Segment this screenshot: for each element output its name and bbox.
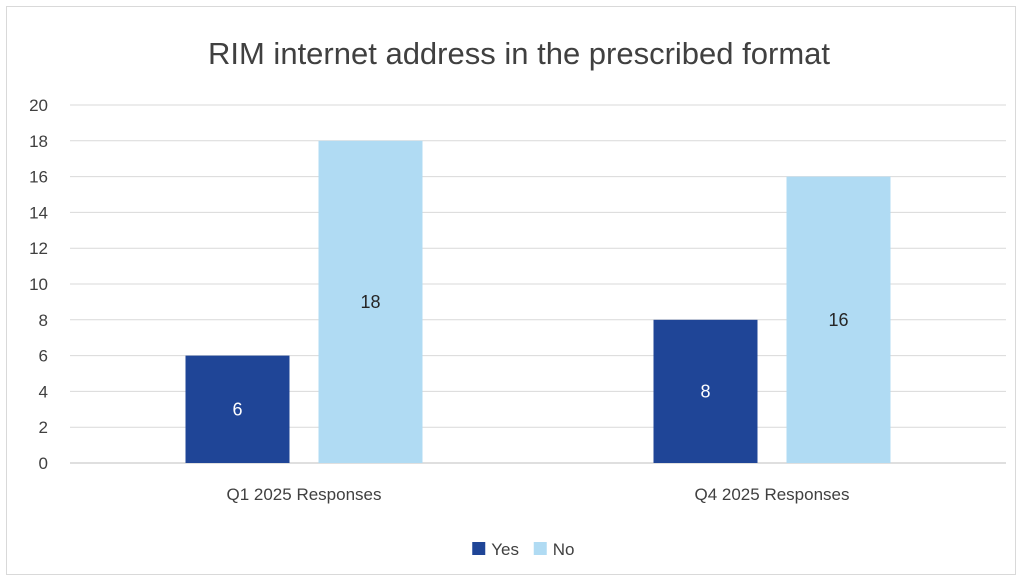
y-axis-ticks: 0 2 4 6 8 10 12 14 16 18 20: [29, 96, 48, 473]
bars: [185, 140, 891, 464]
x-category-label: Q4 2025 Responses: [695, 485, 850, 504]
y-tick-label: 16: [29, 168, 48, 187]
y-tick-label: 20: [29, 96, 48, 115]
y-tick-label: 4: [39, 382, 48, 401]
legend: Yes No: [472, 540, 574, 559]
legend-swatch: [533, 542, 547, 555]
legend-item-no: No: [533, 540, 575, 559]
y-tick-label: 12: [29, 239, 48, 258]
bar-yes: [653, 319, 758, 463]
data-label: 6: [232, 399, 242, 419]
legend-swatch: [472, 542, 486, 555]
data-label: 16: [828, 310, 848, 330]
bar-no: [318, 140, 423, 464]
bar-no: [786, 176, 891, 463]
legend-item-yes: Yes: [472, 540, 519, 559]
data-label: 8: [700, 381, 710, 401]
chart-title: RIM internet address in the prescribed f…: [208, 36, 830, 71]
y-tick-label: 6: [39, 347, 48, 366]
y-tick-label: 0: [39, 454, 48, 473]
y-tick-label: 18: [29, 132, 48, 151]
legend-label: No: [553, 540, 575, 559]
data-labels: 6 18 8 16: [232, 292, 848, 419]
x-axis-categories: Q1 2025 Responses Q4 2025 Responses: [227, 485, 850, 504]
data-label: 18: [360, 292, 380, 312]
x-category-label: Q1 2025 Responses: [227, 485, 382, 504]
y-tick-label: 2: [39, 418, 48, 437]
y-tick-label: 14: [29, 203, 48, 222]
y-tick-label: 10: [29, 275, 48, 294]
bar-yes: [185, 355, 290, 463]
legend-label: Yes: [491, 540, 519, 559]
y-tick-label: 8: [39, 311, 48, 330]
